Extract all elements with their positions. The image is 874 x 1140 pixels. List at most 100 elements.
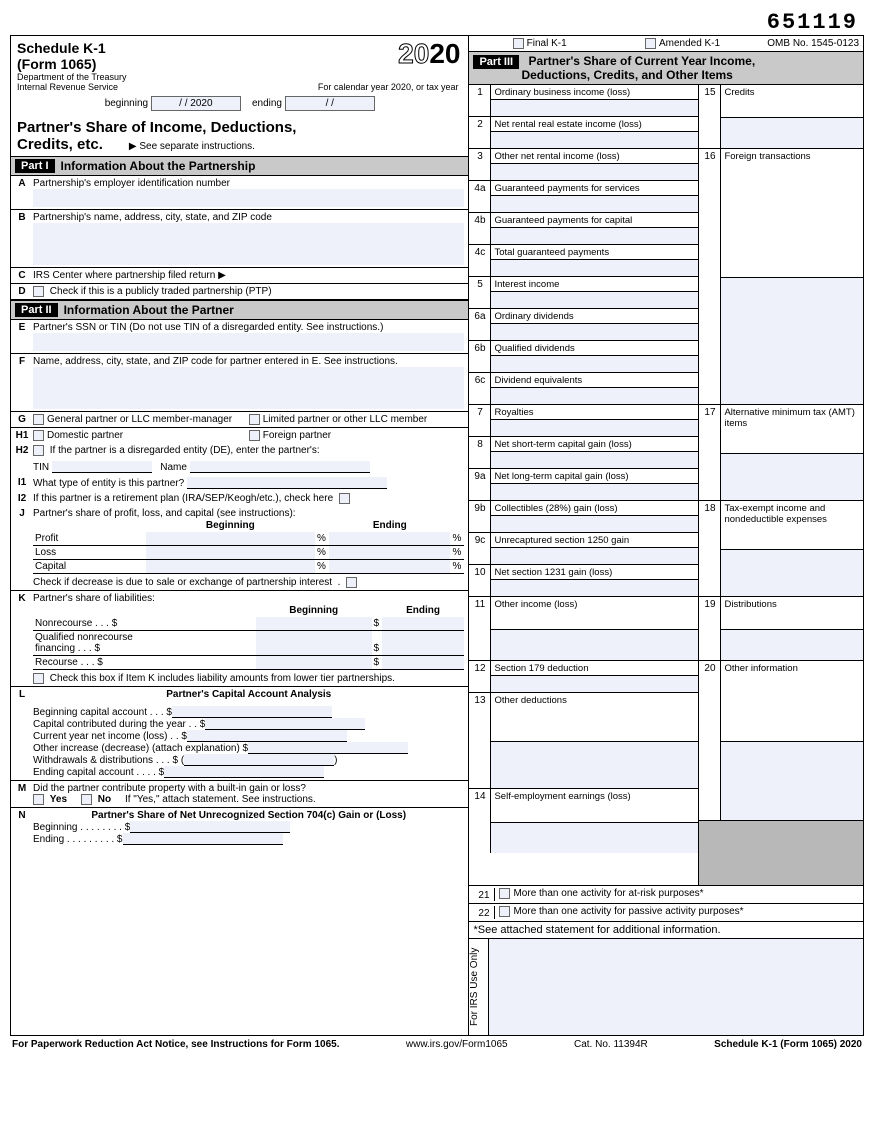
p3-8-num: 8 — [469, 437, 491, 468]
p3-12-num: 12 — [469, 661, 491, 692]
H1-foreign-checkbox[interactable] — [249, 430, 260, 441]
N2-input[interactable] — [123, 833, 283, 845]
p3-12-input[interactable] — [491, 676, 698, 692]
amended-k1-checkbox[interactable] — [645, 38, 656, 49]
p3-14-label: Self-employment earnings (loss) — [491, 789, 698, 823]
J-capital-begin[interactable] — [146, 559, 315, 573]
p3-1-input[interactable] — [491, 100, 698, 116]
p3-18-num: 18 — [699, 501, 721, 596]
N1-input[interactable] — [130, 821, 290, 833]
K-end-hdr: Ending — [382, 604, 465, 617]
L-title: Partner's Capital Account Analysis — [33, 689, 464, 700]
I2-checkbox[interactable] — [339, 493, 350, 504]
p3-4b-label: Guaranteed payments for capital — [491, 213, 698, 228]
p3-4a-input[interactable] — [491, 196, 698, 212]
p3-8-input[interactable] — [491, 452, 698, 468]
line-E-text: Partner's SSN or TIN (Do not use TIN of … — [33, 322, 464, 333]
main-title-1: Partner's Share of Income, Deductions, — [11, 117, 468, 136]
L3-input[interactable] — [187, 730, 347, 742]
H2-name-input[interactable] — [190, 461, 370, 473]
p3-13-input[interactable] — [491, 742, 698, 788]
I1-input[interactable] — [187, 477, 387, 489]
line-D-checkbox[interactable] — [33, 286, 44, 297]
p3-7-input[interactable] — [491, 420, 698, 436]
H2-checkbox[interactable] — [33, 445, 44, 456]
p3-4c-input[interactable] — [491, 260, 698, 276]
p3-1-label: Ordinary business income (loss) — [491, 85, 698, 100]
K-nonrec-end[interactable] — [382, 617, 465, 631]
N2-text: Ending . . . . . . . . . $ — [33, 834, 123, 845]
J-checkbox[interactable] — [346, 577, 357, 588]
p3-14-input[interactable] — [491, 823, 698, 854]
p3-22-checkbox[interactable] — [499, 906, 510, 917]
I2-text: If this partner is a retirement plan (IR… — [33, 493, 333, 504]
p3-21-checkbox[interactable] — [499, 888, 510, 899]
p3-left-col: 1Ordinary business income (loss) 2Net re… — [469, 85, 699, 885]
J-loss-begin[interactable] — [146, 545, 315, 559]
p3-5-input[interactable] — [491, 292, 698, 308]
line-E-input[interactable] — [33, 333, 464, 351]
ending-date-input[interactable]: / / — [285, 96, 375, 111]
K-qnr-begin[interactable] — [256, 630, 372, 655]
G-limited-checkbox[interactable] — [249, 414, 260, 425]
J-profit-begin[interactable] — [146, 532, 315, 546]
H1-domestic-text: Domestic partner — [47, 430, 123, 441]
p3-20-input[interactable] — [721, 742, 863, 820]
line-F-input[interactable] — [33, 367, 464, 409]
calendar-year-text: For calendar year 2020, or tax year — [318, 82, 463, 92]
p3-18-input[interactable] — [721, 550, 863, 596]
N1-text: Beginning . . . . . . . . $ — [33, 822, 130, 833]
p3-2-input[interactable] — [491, 132, 698, 148]
G-general-checkbox[interactable] — [33, 414, 44, 425]
part2-badge: Part II — [15, 303, 58, 317]
p3-9c-label: Unrecaptured section 1250 gain — [491, 533, 698, 548]
J-loss-end[interactable] — [329, 545, 450, 559]
beginning-date-input[interactable]: / / 2020 — [151, 96, 241, 111]
p3-17-input[interactable] — [721, 454, 863, 500]
p3-19-input[interactable] — [721, 630, 863, 660]
p3-15-input[interactable] — [721, 118, 863, 148]
p3-16-input[interactable] — [721, 278, 863, 404]
line-A-input[interactable] — [33, 189, 464, 207]
L5-input[interactable] — [184, 754, 334, 766]
M-no-label: No — [98, 794, 111, 805]
p3-6c-num: 6c — [469, 373, 491, 404]
K-rec-begin[interactable] — [256, 655, 372, 669]
H2-tin-input[interactable] — [52, 461, 152, 473]
L6-input[interactable] — [164, 766, 324, 778]
J-profit-end[interactable] — [329, 532, 450, 546]
barcode: 651119 — [10, 10, 864, 35]
H1-domestic-checkbox[interactable] — [33, 430, 44, 441]
p3-right-col: 15Credits 16Foreign transactions 17Alter… — [699, 85, 863, 885]
p3-9a-input[interactable] — [491, 484, 698, 500]
p3-9b-input[interactable] — [491, 516, 698, 532]
L1-input[interactable] — [172, 706, 332, 718]
K-checkbox[interactable] — [33, 673, 44, 684]
M-yes-checkbox[interactable] — [33, 794, 44, 805]
K-check-text: Check this box if Item K includes liabil… — [50, 673, 395, 684]
p3-6b-input[interactable] — [491, 356, 698, 372]
p3-3-input[interactable] — [491, 164, 698, 180]
p3-11-input[interactable] — [491, 630, 698, 660]
p3-6c-input[interactable] — [491, 388, 698, 404]
p3-10-input[interactable] — [491, 580, 698, 596]
K-rec-end[interactable] — [382, 655, 465, 669]
K-qnr-end[interactable] — [382, 630, 465, 655]
p3-6a-input[interactable] — [491, 324, 698, 340]
p3-4b-input[interactable] — [491, 228, 698, 244]
footer-cat: Cat. No. 11394R — [574, 1039, 648, 1050]
K-rec-lbl: Recourse . . . $ — [33, 655, 256, 669]
part3-badge: Part III — [473, 55, 519, 69]
L4-input[interactable] — [248, 742, 408, 754]
M-no-checkbox[interactable] — [81, 794, 92, 805]
ending-label: ending — [252, 98, 282, 109]
line-B-input[interactable] — [33, 223, 464, 265]
p3-2-label: Net rental real estate income (loss) — [491, 117, 698, 132]
K-nonrec-begin[interactable] — [256, 617, 372, 631]
part1-badge: Part I — [15, 159, 55, 173]
final-k1-checkbox[interactable] — [513, 38, 524, 49]
L2-input[interactable] — [205, 718, 365, 730]
label-C: C — [11, 268, 33, 283]
J-capital-end[interactable] — [329, 559, 450, 573]
p3-9c-input[interactable] — [491, 548, 698, 564]
